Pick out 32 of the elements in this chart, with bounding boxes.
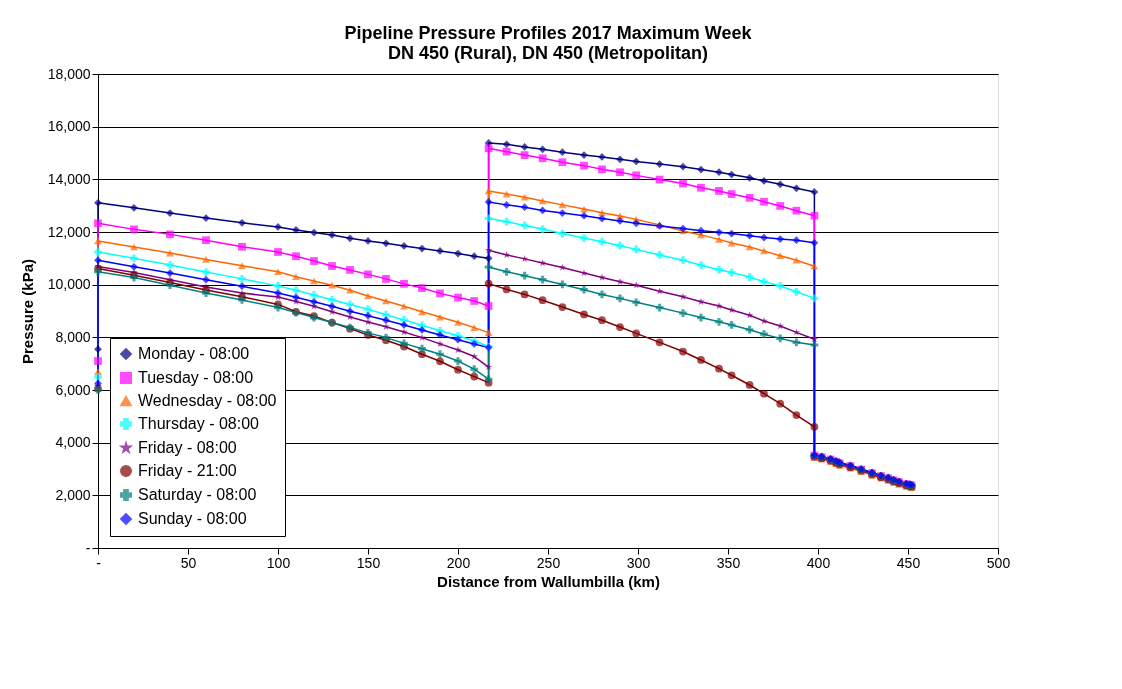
chart-title: Pipeline Pressure Profiles 2017 Maximum Week DN 450 (Rural), DN 450 (Metropolitan): [344, 23, 753, 63]
y-tick-label: 18,000: [47, 65, 91, 82]
x-tick-label: 300: [626, 554, 651, 571]
legend-label: Thursday - 08:00: [138, 415, 260, 432]
y-axis-title: Pressure (kPa): [18, 258, 36, 365]
y-tick-label: 10,000: [47, 276, 91, 293]
x-tick-label: 150: [356, 554, 381, 571]
x-axis-title: Distance from Wallumbilla (km): [437, 572, 660, 590]
x-tick-label: 400: [806, 554, 831, 571]
x-tick-label: 50: [180, 554, 197, 571]
x-tick-label: 200: [446, 554, 471, 571]
y-tick-label: 8,000: [55, 328, 91, 345]
y-tick-label: 14,000: [47, 170, 91, 187]
x-tick-label: 100: [266, 554, 291, 571]
y-tick-label: 16,000: [47, 118, 91, 135]
x-tick-label: -: [96, 554, 102, 571]
x-tick-label: 250: [536, 554, 561, 571]
legend-label: Friday - 08:00: [138, 439, 237, 456]
legend-label: Tuesday - 08:00: [138, 369, 254, 386]
legend-label: Wednesday - 08:00: [138, 392, 277, 409]
x-tick-label: 450: [896, 554, 921, 571]
x-tick-label: 500: [986, 554, 1011, 571]
legend-label: Monday - 08:00: [138, 345, 250, 362]
x-tick-label: 350: [716, 554, 741, 571]
legend-label: Friday - 21:00: [138, 462, 237, 479]
y-tick-label: -: [85, 539, 91, 556]
y-tick-label: 4,000: [55, 434, 91, 451]
legend-label: Sunday - 08:00: [138, 510, 247, 527]
y-tick-label: 12,000: [47, 223, 91, 240]
y-tick-label: 6,000: [55, 381, 91, 398]
y-tick-label: 2,000: [55, 486, 91, 503]
legend-label: Saturday - 08:00: [138, 486, 257, 503]
